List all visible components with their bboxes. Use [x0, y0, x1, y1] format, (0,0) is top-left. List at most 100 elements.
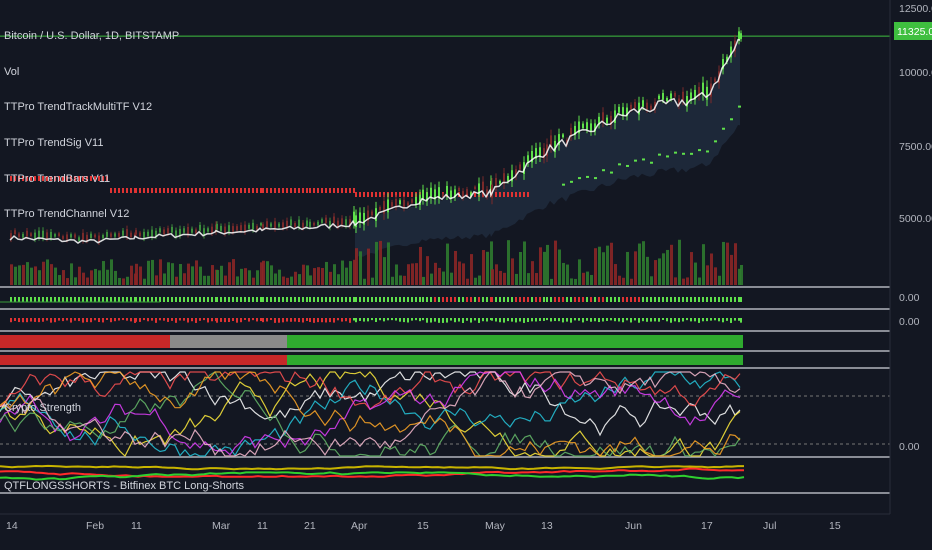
time-tick-apr: Apr [351, 520, 368, 532]
price-tick-10000: 10000.00 [899, 67, 932, 79]
legend-indicator-trendsig[interactable]: TTPro TrendSig V11 [4, 137, 103, 149]
pane3-tick [654, 318, 656, 322]
volume-bar [662, 253, 665, 285]
volume-bar [203, 275, 206, 285]
pane3-tick [391, 318, 393, 321]
price-candle-body [670, 93, 672, 99]
price-candle-body [674, 92, 676, 97]
pane3-tick [682, 318, 684, 322]
trendsig-bar [486, 297, 488, 302]
trendsig-bar [399, 297, 401, 302]
trendsig-bar [183, 297, 185, 302]
trendtrack-dot [407, 192, 409, 197]
trendsig-bar [244, 297, 246, 302]
price-candle-body [434, 189, 436, 200]
price-candle-body [203, 228, 205, 236]
trendsig-bar [470, 297, 472, 302]
trendsig-bar [54, 297, 56, 302]
trendsig-bar [407, 297, 409, 302]
trendbar-bull-zone [287, 335, 743, 348]
time-tick-17: 17 [701, 520, 713, 532]
trendtrack-dot [187, 188, 189, 193]
volume-bar [349, 261, 352, 285]
volume-bar [415, 263, 418, 285]
price-candle-body [341, 218, 343, 225]
main-price-pane[interactable] [0, 27, 890, 285]
legend-indicator-vol[interactable]: Vol [4, 66, 19, 78]
pane3-tick [454, 318, 456, 323]
volume-bar [566, 264, 569, 285]
legend-indicator-trendtrack[interactable]: TTPro TrendTrackMultiTF V12 [4, 101, 152, 113]
pane3-tick [379, 318, 381, 321]
trendsig-bar [578, 297, 580, 302]
pane3-tick [54, 318, 56, 323]
price-candle-body [470, 192, 472, 197]
volume-bar [50, 264, 53, 285]
price-candle-body [18, 233, 20, 237]
trendsig-bar [566, 297, 568, 302]
trendsig-bar [270, 297, 272, 302]
price-candle-body [422, 189, 424, 200]
price-candle-body [278, 223, 280, 227]
trendtrack-dot [30, 176, 32, 181]
trendsig-bar [106, 297, 108, 302]
trendsig-bar [574, 297, 576, 302]
price-candle-body [333, 216, 335, 224]
volume-bar [718, 275, 721, 285]
trendtrack-dot [155, 188, 157, 193]
trendsig-bar [26, 297, 28, 302]
price-candle-body [638, 102, 640, 115]
trendtrack-dot [163, 188, 165, 193]
volume-bar [367, 248, 370, 285]
legend-indicator-trendbars[interactable]: TTPro TrendBars V11 [4, 173, 110, 185]
trendsig-mark [602, 169, 605, 172]
trendtrack-dot [220, 188, 222, 193]
trendtrack-dot [321, 188, 323, 193]
pane3-tick [634, 318, 636, 321]
price-candle-body [270, 223, 272, 227]
price-candle-body [371, 211, 373, 216]
trendsig-bar [329, 297, 331, 302]
trendtrack-dot [167, 188, 169, 193]
indicator-panes[interactable] [0, 297, 890, 481]
pane3-tick [147, 318, 149, 322]
price-candle-body [543, 148, 545, 159]
volume-bar [102, 261, 105, 285]
volume-bar [690, 252, 693, 285]
price-candle-body [266, 221, 268, 227]
trendsig-bar [586, 297, 588, 302]
volume-bar [466, 278, 469, 285]
trendsig-bar [94, 297, 96, 302]
price-candle-body [391, 202, 393, 207]
price-candle-body [26, 230, 28, 237]
trendtrack-dot [143, 188, 145, 193]
pane3-tick [286, 318, 288, 322]
volume-bar [638, 243, 641, 285]
legend-indicator-trendchannel[interactable]: TTPro TrendChannel V12 [4, 208, 129, 220]
trendsig-bar [722, 297, 724, 302]
volume-bar [325, 261, 328, 285]
price-candle-body [363, 212, 365, 225]
pane3-tick [139, 318, 141, 322]
pane3-tick [694, 318, 696, 322]
volume-bar [658, 258, 661, 285]
price-axis[interactable]: 12500.00 10000.00 7500.00 5000.00 11325.… [889, 0, 932, 520]
pane3-tick [298, 318, 300, 323]
volume-bar [240, 268, 243, 285]
pane3-tick [499, 318, 501, 323]
price-candle-body [642, 100, 644, 107]
legend-symbol: Bitcoin / U.S. Dollar, 1D, BITSTAMP [4, 30, 179, 42]
price-candle-body [415, 196, 417, 205]
time-axis[interactable]: 14 Feb 11 Mar 11 21 Apr 15 May 13 Jun 17… [0, 513, 932, 550]
trendsig-bar [302, 297, 304, 302]
volume-bar [30, 267, 33, 285]
trendsig-bar [266, 297, 268, 302]
pane3-tick [698, 318, 700, 323]
price-candle-body [403, 199, 405, 208]
trendsig-bar [426, 297, 428, 302]
trendtrack-dot [317, 188, 319, 193]
pane3-tick [539, 318, 541, 322]
trendsig-bar [690, 297, 692, 302]
